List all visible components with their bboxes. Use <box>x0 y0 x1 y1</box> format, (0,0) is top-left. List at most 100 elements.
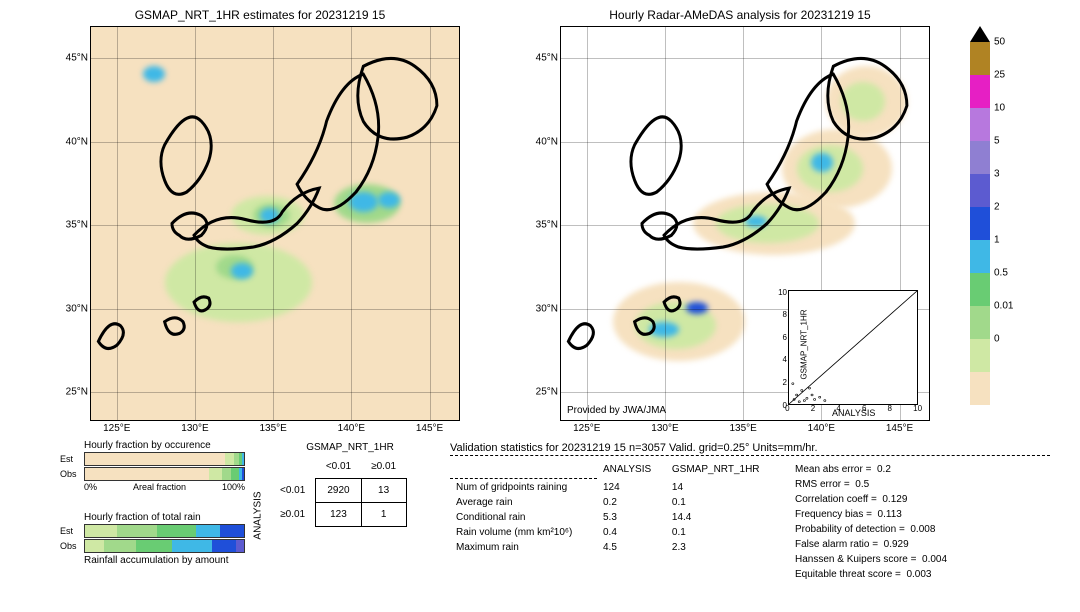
comparison-row: Num of gridpoints raining12414 <box>450 480 780 495</box>
col-header: ANALYSIS <box>597 462 666 477</box>
stat-row: RMS error = 0.5 <box>795 477 1045 492</box>
scatter-y-tick: 6 <box>783 333 789 342</box>
stat-row: False alarm ratio = 0.929 <box>795 537 1045 552</box>
cont-col-header: GSMAP_NRT_1HR <box>290 442 410 453</box>
scatter-y-label: GSMAP_NRT_1HR <box>800 309 809 379</box>
bar-segment <box>85 453 225 465</box>
cont-cell: 123 <box>316 503 361 527</box>
bar-title: Hourly fraction by occurence <box>84 440 245 451</box>
x-tick: 140°E <box>808 420 835 434</box>
cont-cell: 2920 <box>316 479 361 503</box>
totalrain-barchart: Hourly fraction of total rainEst Obs Rainf… <box>60 510 245 566</box>
bar-row: Obs <box>60 467 245 481</box>
contingency-table: <0.01≥0.01<0.01292013≥0.011231 <box>270 455 407 527</box>
y-tick: 25°N <box>66 387 91 398</box>
bar-segment <box>104 540 136 552</box>
cont-row-header: ANALYSIS <box>253 491 264 539</box>
x-tick: 130°E <box>651 420 678 434</box>
x-tick: 145°E <box>886 420 913 434</box>
colorbar: 50251053210.50.010 <box>970 26 990 421</box>
scatter-y-tick: 4 <box>783 355 789 364</box>
scatter-y-tick: 2 <box>783 378 789 387</box>
bar-segment <box>157 525 197 537</box>
stat-row: Hanssen & Kuipers score = 0.004 <box>795 552 1045 567</box>
bar-segment <box>85 540 104 552</box>
y-tick: 35°N <box>536 220 561 231</box>
colorbar-segment <box>970 42 990 75</box>
bar-row-label: Est <box>60 454 84 464</box>
colorbar-tick: 10 <box>994 103 1005 114</box>
colorbar-tick: 2 <box>994 202 1000 213</box>
colorbar-tick: 3 <box>994 169 1000 180</box>
colorbar-tick: 0 <box>994 334 1000 345</box>
colorbar-segment <box>970 306 990 339</box>
bar-segment <box>242 453 244 465</box>
bar-segment <box>231 468 239 480</box>
bar-segment <box>242 468 244 480</box>
scatter-x-tick: 8 <box>888 404 892 413</box>
cont-row-label: ≥0.01 <box>270 503 316 527</box>
y-tick: 30°N <box>536 303 561 314</box>
colorbar-segment <box>970 75 990 108</box>
x-tick: 140°E <box>338 420 365 434</box>
colorbar-tick: 1 <box>994 235 1000 246</box>
bar-axis: 0%Areal fraction100% <box>84 482 245 492</box>
x-tick: 130°E <box>181 420 208 434</box>
bar-segment <box>172 540 212 552</box>
bar-row: Est <box>60 524 245 538</box>
scatter-x-tick: 10 <box>913 404 922 413</box>
y-tick: 45°N <box>536 53 561 64</box>
bar-segment <box>212 540 236 552</box>
stat-row: Equitable threat score = 0.003 <box>795 567 1045 582</box>
colorbar-tick: 50 <box>994 37 1005 48</box>
validation-stats: Validation statistics for 20231219 15 n=… <box>450 442 1050 459</box>
colorbar-segment <box>970 174 990 207</box>
bar-body <box>84 452 245 466</box>
col-header: GSMAP_NRT_1HR <box>666 462 780 477</box>
colorbar-arrow-up-icon <box>970 26 990 42</box>
bar-row-label: Est <box>60 526 84 536</box>
comparison-rows: ANALYSISGSMAP_NRT_1HR Num of gridpoints r… <box>450 462 780 555</box>
y-tick: 25°N <box>536 387 561 398</box>
colorbar-segment <box>970 108 990 141</box>
stat-row: Correlation coeff = 0.129 <box>795 492 1045 507</box>
bar-footer: Rainfall accumulation by amount <box>84 555 245 566</box>
left-map: 25°N30°N35°N40°N45°N125°E130°E135°E140°E… <box>90 26 460 421</box>
y-tick: 40°N <box>66 136 91 147</box>
colorbar-segment <box>970 141 990 174</box>
bar-body <box>84 467 245 481</box>
bar-segment <box>85 525 117 537</box>
scatter-x-label: ANALYSIS <box>832 408 875 418</box>
occurence-barchart: Hourly fraction by occurenceEst Obs0%Area… <box>60 438 245 492</box>
colorbar-arrow-down-icon <box>970 405 990 421</box>
scatter-x-tick: 2 <box>811 404 815 413</box>
colorbar-tick: 5 <box>994 136 1000 147</box>
cont-col-label: <0.01 <box>316 455 361 479</box>
x-tick: 135°E <box>729 420 756 434</box>
y-tick: 30°N <box>66 303 91 314</box>
bar-segment <box>225 453 235 465</box>
colorbar-segment <box>970 372 990 405</box>
bar-segment <box>85 468 209 480</box>
colorbar-tick: 25 <box>994 70 1005 81</box>
bar-row: Obs <box>60 539 245 553</box>
bar-body <box>84 539 245 553</box>
cont-cell: 13 <box>361 479 406 503</box>
scatter-y-tick: 0 <box>783 401 789 410</box>
cont-cell: 1 <box>361 503 406 527</box>
x-tick: 145°E <box>416 420 443 434</box>
comparison-row: Average rain0.20.1 <box>450 495 780 510</box>
x-tick: 125°E <box>573 420 600 434</box>
bar-title: Hourly fraction of total rain <box>84 512 245 523</box>
stat-row: Probability of detection = 0.008 <box>795 522 1045 537</box>
bar-segment <box>209 468 222 480</box>
bar-body <box>84 524 245 538</box>
cont-row-label: <0.01 <box>270 479 316 503</box>
colorbar-tick: 0.01 <box>994 301 1013 312</box>
comparison-table: ANALYSISGSMAP_NRT_1HR Num of gridpoints r… <box>450 462 780 555</box>
y-tick: 45°N <box>66 53 91 64</box>
bar-segment <box>117 525 157 537</box>
y-tick: 35°N <box>66 220 91 231</box>
bar-segment <box>220 525 244 537</box>
right-map-title: Hourly Radar-AMeDAS analysis for 2023121… <box>540 8 940 22</box>
